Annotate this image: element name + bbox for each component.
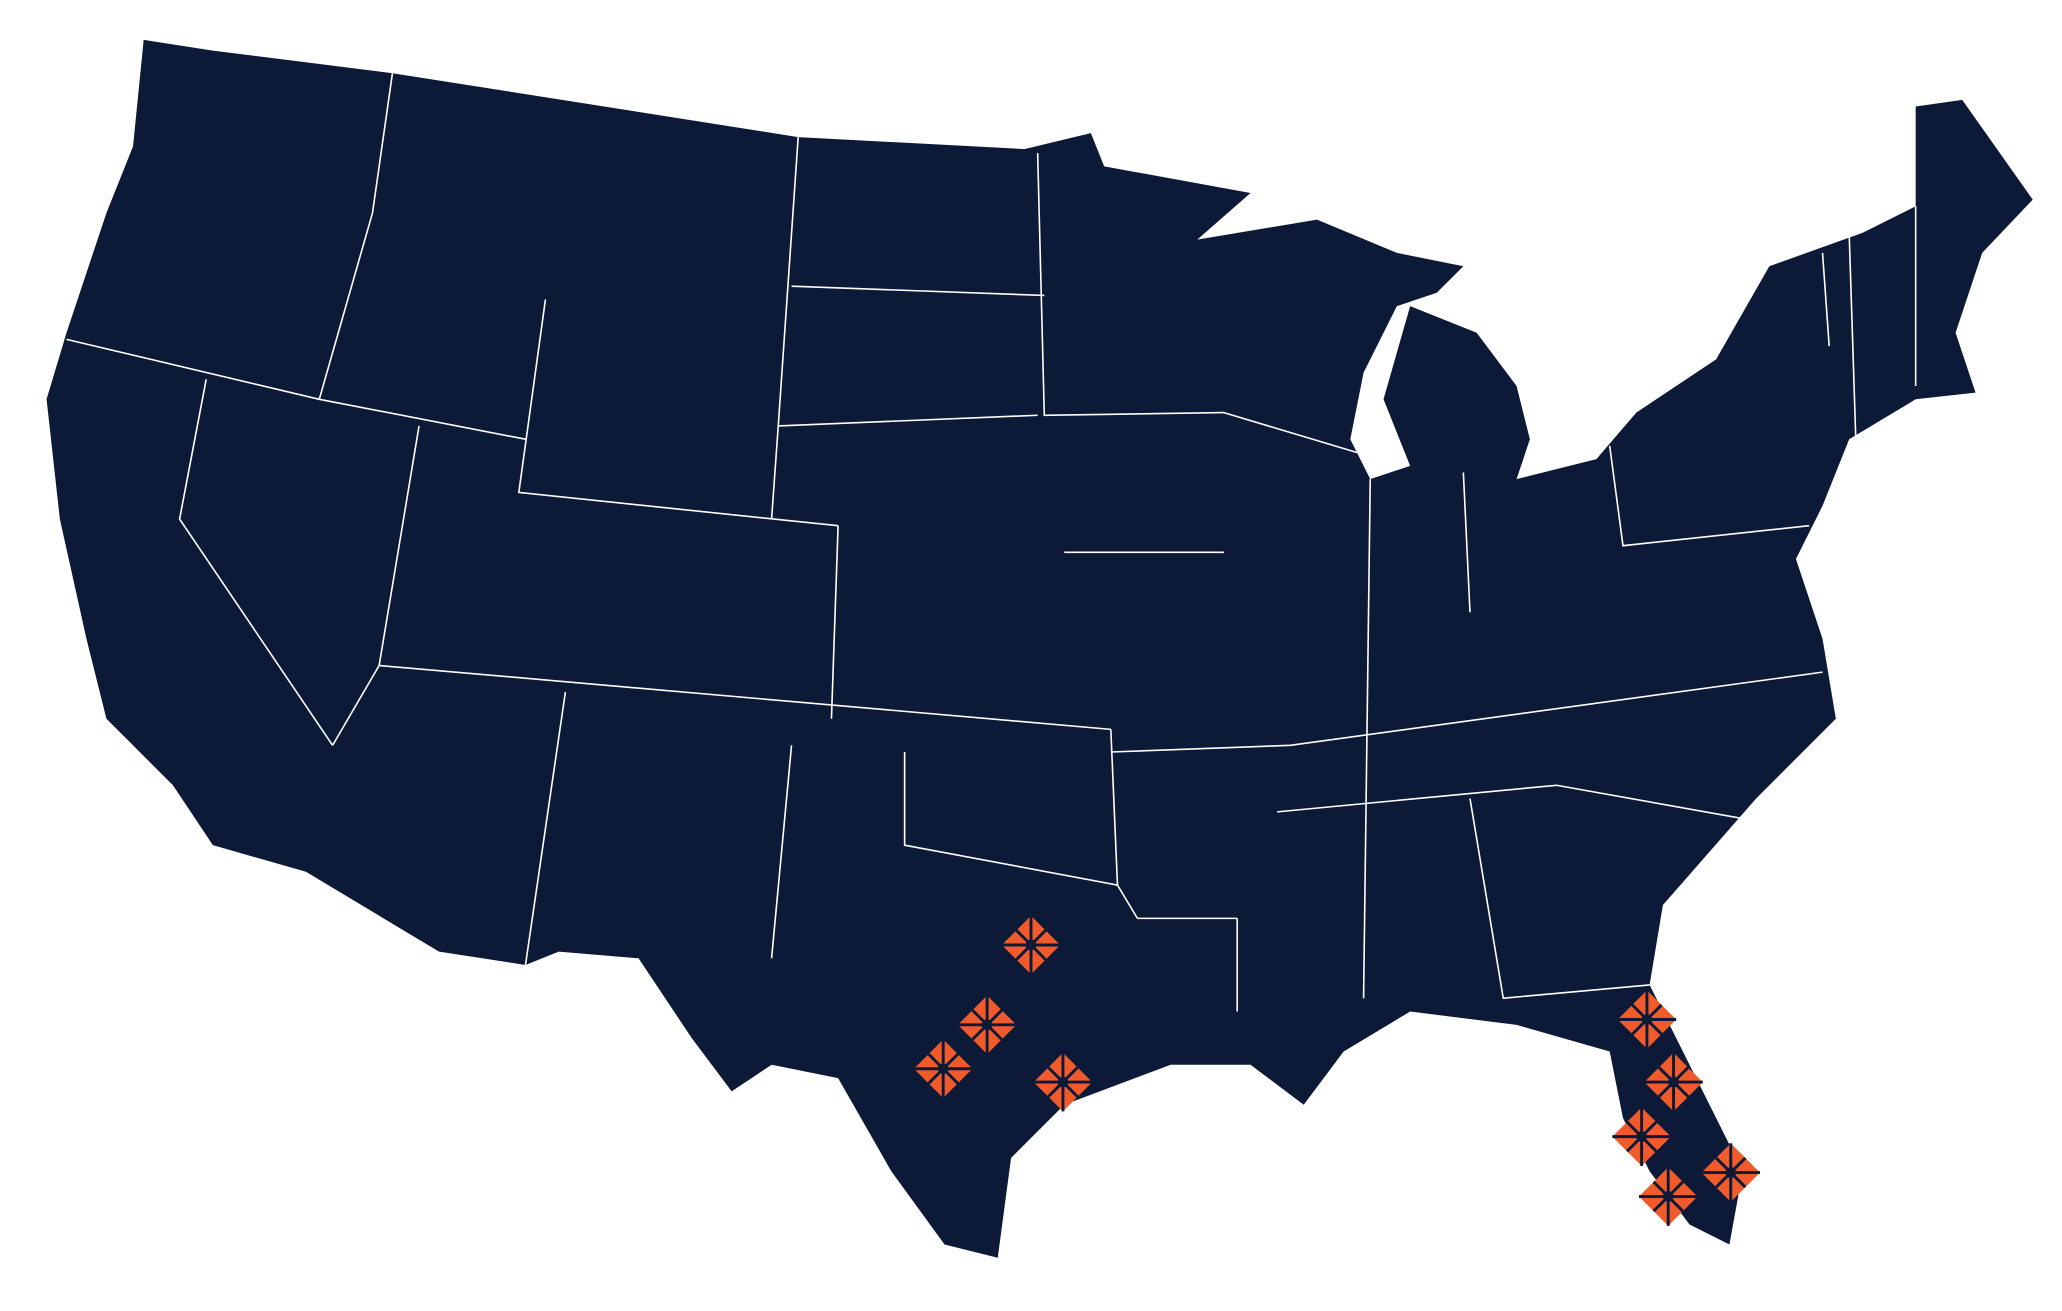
state-border-line xyxy=(1277,784,1743,820)
state-border-line xyxy=(1469,798,1650,1000)
state-border-line xyxy=(178,379,334,746)
state-border-line xyxy=(517,299,839,527)
state-border-line xyxy=(1223,411,1358,454)
state-border-line xyxy=(778,414,1038,427)
state-border-line xyxy=(1821,252,1830,347)
state-border-line xyxy=(1036,153,1224,417)
state-border-line xyxy=(1110,744,1291,753)
state-border-line xyxy=(903,751,1139,919)
state-border-line xyxy=(1608,445,1810,547)
state-border-line xyxy=(1362,479,1372,999)
state-border-line xyxy=(66,338,526,441)
compass-diamond-icon[interactable] xyxy=(913,1039,973,1099)
state-border-line xyxy=(1848,232,1857,440)
state-borders xyxy=(66,73,1917,1012)
location-markers xyxy=(913,915,1761,1226)
compass-diamond-icon[interactable] xyxy=(1617,990,1677,1049)
state-border-line xyxy=(830,525,839,719)
state-border-line xyxy=(1290,671,1823,747)
state-border-line xyxy=(318,73,394,400)
compass-diamond-icon[interactable] xyxy=(1612,1107,1671,1166)
state-border-line xyxy=(524,691,567,966)
state-border-line xyxy=(791,285,1045,297)
state-border-line xyxy=(770,745,793,959)
contiguous-us-landmass xyxy=(46,39,2033,1258)
compass-diamond-icon[interactable] xyxy=(1033,1052,1093,1112)
state-border-line xyxy=(1462,472,1471,613)
compass-diamond-icon[interactable] xyxy=(1644,1052,1703,1112)
compass-diamond-icon[interactable] xyxy=(1001,915,1061,975)
compass-diamond-icon[interactable] xyxy=(957,995,1017,1055)
state-border-line xyxy=(379,664,1111,731)
compass-diamond-icon[interactable] xyxy=(1701,1143,1761,1202)
compass-diamond-icon[interactable] xyxy=(1638,1167,1698,1226)
state-border-line xyxy=(1110,729,1119,886)
